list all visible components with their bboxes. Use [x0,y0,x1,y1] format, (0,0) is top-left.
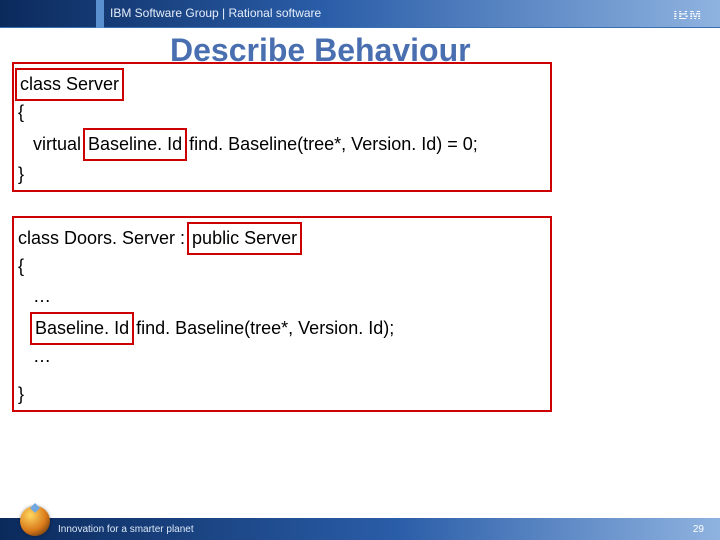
highlight: Baseline. Id [30,312,134,345]
code-line: } [18,160,24,189]
code-line: } [18,380,24,409]
code-line: … [18,342,51,371]
highlight: class Server [15,68,124,101]
code-line: class Doors. Server : public Server [18,222,299,255]
ibm-logo: IBM [673,6,702,22]
header-text: IBM Software Group | Rational software [110,6,321,20]
code-text: find. Baseline(tree*, Version. Id); [131,318,394,338]
planet-icon [20,506,50,536]
code-line: Baseline. Id find. Baseline(tree*, Versi… [18,312,394,345]
code-text: virtual [18,134,86,154]
header-bar: IBM Software Group | Rational software I… [0,0,720,28]
highlight: public Server [187,222,302,255]
footer-text: Innovation for a smarter planet [58,524,194,535]
page-number: 29 [693,524,704,535]
code-line: class Server [18,68,121,101]
header-accent [96,0,104,28]
code-line: { [18,252,24,281]
code-line: … [18,282,51,311]
highlight: Baseline. Id [83,128,187,161]
code-text: class Doors. Server : [18,228,190,248]
footer-bar: Innovation for a smarter planet 29 [0,518,720,540]
code-line: virtual Baseline. Id find. Baseline(tree… [18,128,478,161]
code-text: find. Baseline(tree*, Version. Id) = 0; [184,134,478,154]
code-line: { [18,98,24,127]
